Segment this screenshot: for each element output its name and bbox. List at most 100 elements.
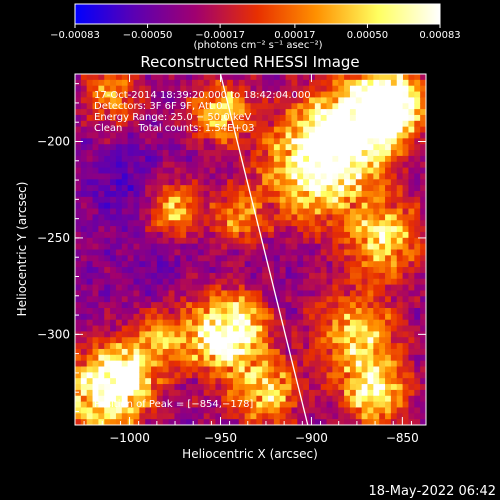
heatmap-cell (227, 97, 234, 104)
heatmap-cell (268, 255, 275, 262)
heatmap-cell (115, 302, 123, 309)
heatmap-cell (414, 161, 421, 169)
heatmap-cell (98, 214, 105, 221)
heatmap-cell (80, 261, 88, 268)
heatmap-cell (303, 255, 310, 262)
heatmap-cell (268, 191, 275, 198)
heatmap-cell (349, 208, 357, 215)
heatmap-cell (344, 267, 351, 274)
heatmap-cell (338, 296, 345, 303)
heatmap-cell (92, 325, 99, 332)
heatmap-cell (75, 337, 82, 344)
heatmap-cell (168, 389, 176, 397)
heatmap-cell (314, 313, 322, 321)
heatmap-cell (332, 196, 339, 204)
heatmap-cell (75, 126, 82, 134)
heatmap-cell (180, 74, 187, 81)
heatmap-cell (92, 413, 99, 420)
heatmap-cell (338, 313, 345, 321)
heatmap-cell (115, 155, 123, 163)
heatmap-cell (420, 191, 426, 198)
heatmap-cell (174, 185, 181, 192)
heatmap-cell (303, 331, 310, 338)
heatmap-cell (385, 97, 392, 104)
heatmap-cell (221, 144, 228, 151)
heatmap-cell (162, 378, 170, 385)
heatmap-cell (332, 179, 339, 186)
heatmap-cell (86, 395, 94, 403)
heatmap-cell (297, 261, 304, 268)
heatmap-cell (197, 161, 205, 169)
heatmap-cell (361, 144, 369, 151)
heatmap-cell (262, 354, 269, 362)
heatmap-cell (232, 372, 240, 379)
heatmap-cell (80, 255, 88, 262)
heatmap-cell (168, 126, 176, 134)
heatmap-cell (151, 378, 158, 385)
heatmap-cell (162, 407, 170, 414)
heatmap-cell (396, 384, 404, 391)
heatmap-cell (139, 243, 146, 251)
heatmap-cell (127, 267, 135, 274)
heatmap-cell (361, 308, 369, 315)
heatmap-cell (86, 360, 94, 368)
heatmap-cell (326, 114, 333, 122)
heatmap-cell (221, 237, 228, 245)
heatmap-cell (420, 407, 426, 414)
heatmap-cell (104, 167, 111, 175)
heatmap-cell (215, 302, 222, 309)
heatmap-cell (379, 360, 386, 368)
heatmap-cell (121, 79, 129, 87)
heatmap-cell (110, 313, 117, 321)
heatmap-cell (385, 185, 392, 192)
heatmap-cell (338, 389, 345, 397)
heatmap-cell (396, 407, 404, 414)
heatmap-cell (332, 308, 339, 315)
heatmap-cell (151, 302, 158, 309)
heatmap-cell (110, 79, 117, 87)
heatmap-cell (168, 302, 176, 309)
heatmap-cell (127, 79, 135, 87)
heatmap-cell (139, 231, 146, 239)
heatmap-cell (162, 290, 170, 297)
heatmap-cell (232, 378, 240, 385)
heatmap-cell (361, 196, 369, 204)
heatmap-cell (373, 97, 380, 104)
heatmap-cell (209, 185, 216, 192)
heatmap-cell (162, 155, 170, 163)
heatmap-cell (355, 214, 363, 221)
heatmap-cell (344, 155, 351, 163)
heatmap-cell (80, 343, 88, 350)
heatmap-cell (279, 167, 287, 175)
heatmap-cell (385, 261, 392, 268)
heatmap-cell (145, 308, 152, 315)
heatmap-cell (297, 196, 304, 204)
heatmap-cell (168, 354, 176, 362)
heatmap-cell (414, 319, 421, 327)
heatmap-cell (197, 267, 205, 274)
heatmap-cell (145, 196, 152, 204)
heatmap-cell (115, 272, 123, 280)
heatmap-cell (145, 132, 152, 139)
heatmap-cell (151, 120, 158, 128)
heatmap-cell (238, 255, 246, 262)
heatmap-cell (110, 348, 117, 356)
heatmap-cell (209, 144, 216, 151)
heatmap-cell (80, 161, 88, 169)
heatmap-cell (92, 319, 99, 327)
heatmap-cell (355, 173, 363, 180)
heatmap-cell (133, 202, 140, 210)
heatmap-cell (133, 185, 140, 192)
heatmap-cell (279, 85, 287, 93)
heatmap-cell (326, 120, 333, 128)
heatmap-cell (250, 173, 257, 180)
heatmap-cell (110, 319, 117, 327)
heatmap-cell (361, 372, 369, 379)
heatmap-cell (203, 401, 211, 409)
heatmap-cell (303, 290, 310, 297)
heatmap-cell (104, 150, 111, 157)
heatmap-cell (379, 272, 386, 280)
heatmap-cell (268, 97, 275, 104)
heatmap-cell (344, 91, 351, 98)
heatmap-cell (104, 290, 111, 297)
